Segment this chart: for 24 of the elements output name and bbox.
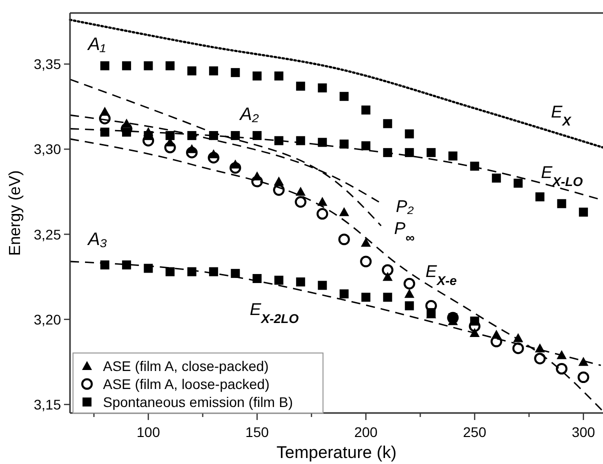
legend-label: ASE (film A, close-packed) bbox=[103, 358, 269, 374]
legend-label: Spontaneous emission (film B) bbox=[103, 394, 293, 410]
x-tick-label: 300 bbox=[572, 424, 596, 440]
annotation: A₁ bbox=[87, 34, 106, 54]
annotation: A₂ bbox=[239, 104, 260, 124]
legend-label: ASE (film A, loose-packed) bbox=[103, 376, 270, 392]
series-label: E$_{X}$ bbox=[551, 102, 572, 128]
y-tick-label: 3,25 bbox=[34, 226, 62, 242]
series-label: P$_{∞}$ bbox=[394, 218, 415, 244]
x-tick-label: 100 bbox=[136, 424, 160, 440]
x-tick-label: 200 bbox=[354, 424, 378, 440]
y-axis-title: Energy (eV) bbox=[7, 170, 24, 256]
annotation: A₃ bbox=[87, 229, 108, 249]
series-label: E$_{X-2LO}$ bbox=[250, 300, 299, 326]
series-label: E$_{X-LO}$ bbox=[541, 163, 583, 189]
x-axis-title: Temperature (k) bbox=[276, 443, 396, 462]
series-label: E$_{X-e}$ bbox=[426, 262, 457, 288]
y-tick-label: 3,35 bbox=[34, 56, 62, 72]
series-label: P₂ bbox=[396, 196, 414, 216]
x-tick-label: 250 bbox=[462, 424, 487, 440]
y-tick-label: 3,20 bbox=[34, 311, 62, 328]
y-tick-label: 3,30 bbox=[34, 141, 62, 158]
x-tick-label: 150 bbox=[245, 424, 269, 440]
y-tick-label: 3,15 bbox=[34, 396, 62, 412]
